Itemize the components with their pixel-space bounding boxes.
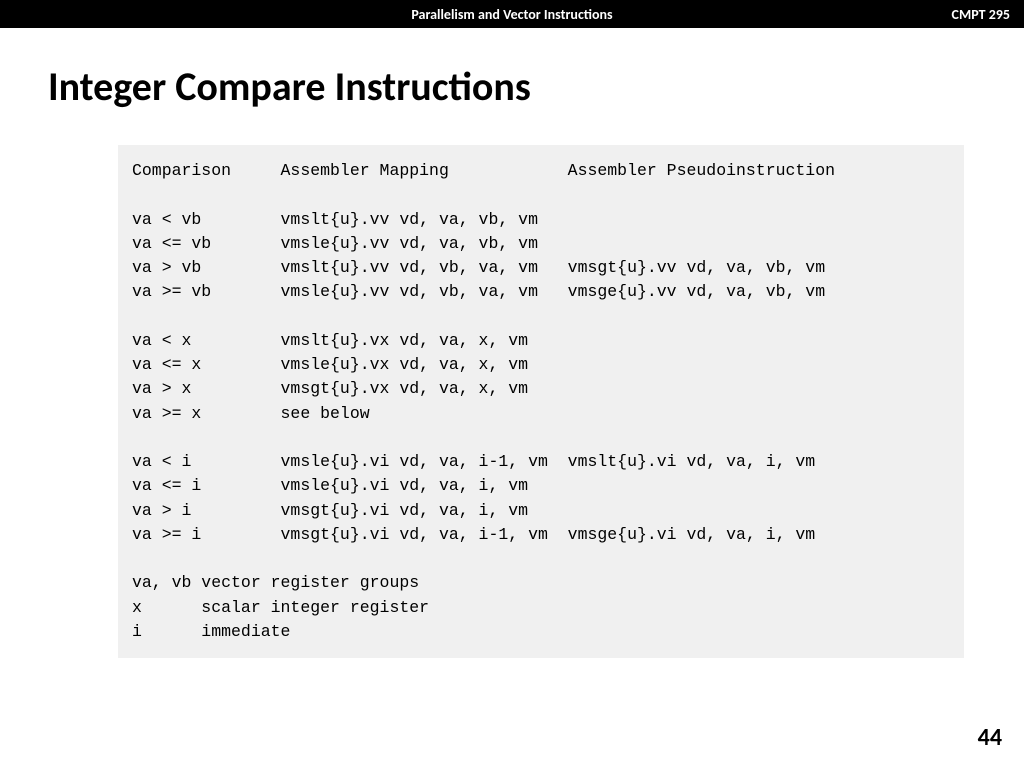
code-block: Comparison Assembler Mapping Assembler P… [118,145,964,658]
slide-title: Integer Compare Instructions [48,62,1024,111]
header-center: Parallelism and Vector Instructions [411,6,612,23]
page-number: 44 [978,723,1002,752]
header-right: CMPT 295 [952,6,1010,23]
header-bar: Parallelism and Vector Instructions CMPT… [0,0,1024,28]
